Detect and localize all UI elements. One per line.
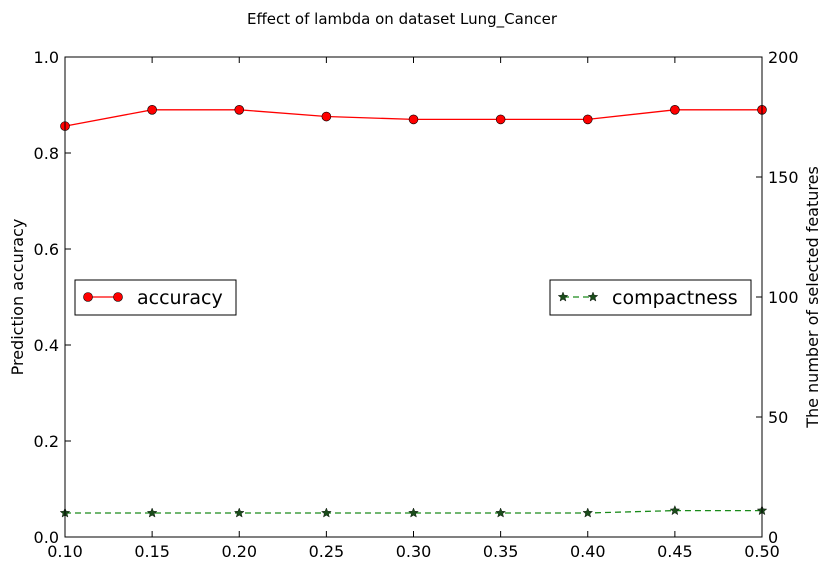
legend-compactness-label: compactness: [612, 287, 738, 309]
x-tick-label: 0.30: [396, 542, 432, 561]
data-point-compactness: [495, 507, 506, 518]
legend-accuracy: accuracy: [74, 279, 237, 316]
legend-compactness: compactness: [549, 279, 752, 316]
data-point-compactness: [582, 507, 594, 518]
y-tick-label: 0.6: [34, 240, 59, 259]
chart-title: Effect of lambda on dataset Lung_Cancer: [247, 10, 558, 29]
y-tick-label: 0.0: [34, 528, 59, 547]
data-point-compactness: [233, 507, 245, 518]
x-tick-label: 0.35: [483, 542, 519, 561]
y-tick-label: 0.2: [34, 432, 59, 451]
y-tick-label: 0.8: [34, 144, 59, 163]
data-point-accuracy: [321, 111, 332, 122]
data-point-accuracy: [495, 114, 506, 125]
plot-area-frame: [64, 56, 763, 538]
data-point-accuracy: [670, 105, 680, 115]
x-tick-label: 0.45: [657, 542, 693, 561]
y-axis-label: Prediction accuracy: [8, 219, 27, 376]
y2-axis-label: The number of selected features: [803, 166, 822, 429]
legend-compactness-marker: [587, 291, 599, 302]
legend-accuracy-label: accuracy: [137, 287, 223, 309]
data-point-compactness: [321, 507, 332, 518]
x-tick-label: 0.15: [134, 542, 170, 561]
data-point-accuracy: [147, 105, 157, 115]
right-axis: 0 50 100 150 200: [756, 48, 799, 547]
data-point-accuracy: [234, 105, 245, 115]
x-axis: 0.10 0.15 0.20 0.25 0.30 0.35 0.40 0.45 0.50: [47, 57, 780, 561]
x-tick-label: 0.25: [309, 542, 345, 561]
legend-accuracy-marker: [113, 292, 123, 302]
y2-tick-label: 100: [768, 288, 799, 307]
data-point-compactness: [146, 507, 158, 518]
data-point-compactness: [669, 505, 681, 516]
x-tick-label: 0.50: [744, 542, 780, 561]
y2-tick-label: 200: [768, 48, 799, 67]
y-tick-label: 0.4: [34, 336, 59, 355]
legend-compactness-marker: [557, 291, 569, 302]
legend-accuracy-marker: [83, 292, 93, 302]
series-line-compactness: [65, 509, 762, 514]
data-point-accuracy: [582, 114, 593, 125]
y-tick-label: 1.0: [34, 48, 59, 67]
x-tick-label: 0.10: [47, 542, 83, 561]
y2-tick-label: 0: [768, 528, 778, 547]
data-point-compactness: [408, 507, 419, 518]
y2-tick-label: 50: [768, 408, 788, 427]
data-point-accuracy: [408, 114, 419, 125]
left-axis: 0.0 0.2 0.4 0.6 0.8 1.0: [34, 48, 71, 547]
x-tick-label: 0.20: [221, 542, 257, 561]
x-tick-label: 0.40: [570, 542, 606, 561]
series-layer: [59, 105, 768, 518]
y2-tick-label: 150: [768, 168, 799, 187]
